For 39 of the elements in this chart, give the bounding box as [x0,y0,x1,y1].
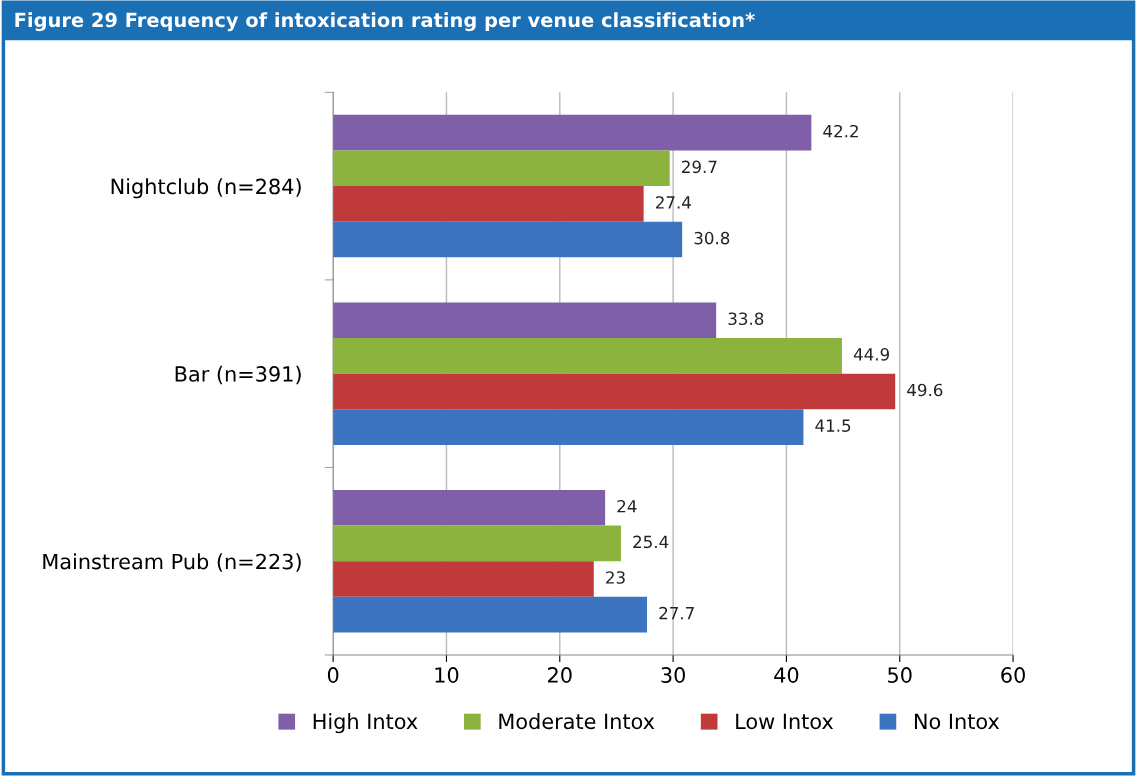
bar [333,114,812,151]
legend-label: High Intox [313,713,418,734]
data-label: 41.5 [815,419,851,432]
data-label: 24 [617,499,637,513]
bar [333,373,896,410]
x-tick-label: 0 [327,667,339,683]
y-tick-label: Mainstream Pub (n=223) [43,553,301,572]
x-tick-label: 20 [548,667,572,683]
data-label: 44.9 [853,348,889,361]
bar [333,338,842,374]
x-tick-label: 10 [435,667,459,683]
data-label: 29.7 [682,160,717,174]
bar [333,186,644,222]
data-label: 23 [606,571,625,584]
bar [333,561,594,597]
bar [333,409,804,445]
y-tick-label: Nightclub (n=284) [111,178,301,199]
data-label: 42.2 [823,124,858,138]
data-label: 30.8 [694,231,730,245]
data-label: 27.7 [659,606,694,620]
bar [333,302,717,339]
legend-label: No Intox [914,713,1000,730]
bar [333,596,648,633]
bar [333,525,621,562]
legend-label: Moderate Intox [499,713,655,730]
legend-label: Low Intox [736,713,834,730]
bar [333,150,670,187]
data-label: 27.4 [655,196,691,209]
bar [333,489,606,526]
bar [333,221,683,258]
x-tick-label: 50 [888,667,912,683]
x-tick-label: 60 [1001,667,1025,683]
x-tick-label: 30 [661,667,685,683]
data-label: 49.6 [907,383,943,397]
x-tick-label: 40 [774,667,799,683]
data-label: 33.8 [728,312,764,326]
data-label: 25.4 [633,535,669,549]
y-tick-label: Bar (n=391) [175,365,301,385]
chart-title: Figure 29 Frequency of intoxication rating per venue classification* [15,12,755,32]
